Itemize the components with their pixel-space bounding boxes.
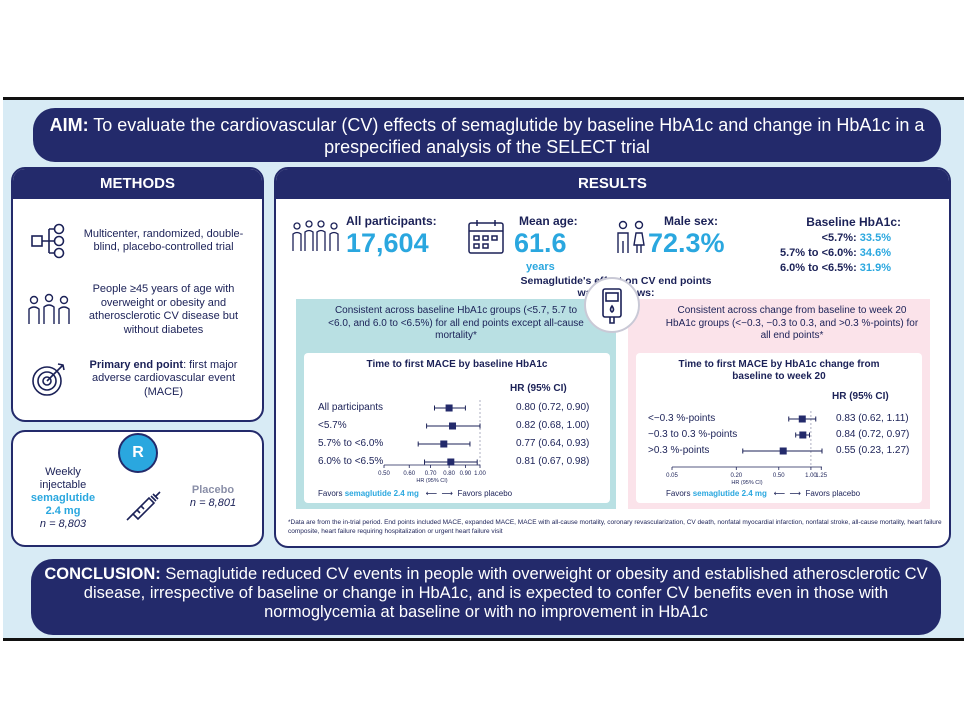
aim-banner: AIM: To evaluate the cardiovascular (CV)… bbox=[33, 108, 941, 162]
hr-point bbox=[445, 404, 453, 412]
right-forest-plot: Time to first MACE by HbA1c change from … bbox=[636, 353, 922, 503]
x-axis-label: HR (95% CI) bbox=[731, 480, 762, 486]
hr-value: 0.82 (0.68, 1.00) bbox=[516, 420, 590, 431]
row-label: All participants bbox=[318, 402, 384, 413]
method-item-endpoint: Primary end point: first major adverse c… bbox=[13, 353, 262, 405]
footnote: *Data are from the in-trial period. End … bbox=[288, 519, 942, 535]
x-tick-label: 1.00 bbox=[474, 471, 486, 477]
calendar-icon bbox=[466, 217, 508, 262]
baseline-row-3: 6.0% to <6.5%: 31.9% bbox=[780, 262, 891, 274]
hr-value: 0.77 (0.64, 0.93) bbox=[516, 438, 590, 449]
baseline-row-2: 5.7% to <6.0%: 34.6% bbox=[780, 247, 891, 259]
right-plot-title: Time to first MACE by HbA1c change from … bbox=[678, 359, 880, 382]
baseline-title: Baseline HbA1c: bbox=[806, 215, 901, 229]
hr-value: 0.83 (0.62, 1.11) bbox=[836, 413, 909, 424]
x-tick-label: 1.25 bbox=[815, 473, 827, 479]
right-favors: Favors semaglutide 2.4 mg ⟵ ⟶ Favors pla… bbox=[666, 489, 861, 498]
randomization-badge: R bbox=[118, 433, 158, 473]
left-note: Consistent across baseline HbA1c groups … bbox=[328, 305, 584, 341]
baseline-hba1c-section: Consistent across baseline HbA1c groups … bbox=[296, 299, 616, 509]
placebo-label: Placebo bbox=[191, 484, 235, 496]
arm-dose: 2.4 mg bbox=[45, 505, 81, 517]
row-label: <5.7% bbox=[318, 420, 347, 431]
mean-age-value: 61.6 bbox=[514, 228, 567, 258]
mean-age-unit: years bbox=[526, 261, 555, 273]
left-forest-svg: 0.50 0.60 0.70 0.80 0.90 1.00 HR (95% CI) bbox=[378, 400, 486, 484]
right-forest-svg: 0.05 0.20 0.50 1.001.25 HR (95% CI) bbox=[666, 411, 828, 486]
results-title: RESULTS bbox=[276, 169, 949, 199]
all-participants-value: 17,604 bbox=[346, 228, 429, 258]
flowchart-icon bbox=[23, 221, 75, 261]
row-label: >0.3 %-points bbox=[648, 445, 710, 456]
left-plot-title: Time to first MACE by baseline HbA1c bbox=[366, 359, 548, 370]
male-sex-value: 72.3% bbox=[648, 228, 725, 258]
x-tick-label: 0.50 bbox=[773, 473, 785, 479]
all-participants-label: All participants: bbox=[346, 214, 437, 228]
placebo-n: n = 8,801 bbox=[189, 497, 237, 509]
left-forest-plot: Time to first MACE by baseline HbA1c HR … bbox=[304, 353, 610, 503]
methods-title: METHODS bbox=[13, 169, 262, 199]
endpoint-bold: Primary end point bbox=[89, 358, 184, 371]
aim-text: To evaluate the cardiovascular (CV) effe… bbox=[93, 115, 925, 157]
placebo-arm: Placebo n = 8,801 bbox=[173, 484, 253, 510]
arm-drug: semaglutide bbox=[30, 492, 96, 504]
people-group-icon bbox=[23, 290, 75, 330]
aim-label: AIM: bbox=[49, 115, 89, 135]
x-tick-label: 0.20 bbox=[730, 473, 742, 479]
arm-line1: Weekly bbox=[45, 466, 81, 478]
hr-point bbox=[440, 440, 448, 448]
male-sex-label: Male sex: bbox=[664, 214, 719, 228]
x-tick-label: 0.60 bbox=[403, 471, 415, 477]
arm-n: n = 8,803 bbox=[39, 518, 87, 530]
row-label: 5.7% to <6.0% bbox=[318, 438, 384, 449]
x-tick-label: 0.70 bbox=[425, 471, 437, 477]
method-design-text: Multicenter, randomized, double-blind, p… bbox=[83, 227, 244, 254]
right-note: Consistent across change from baseline t… bbox=[665, 305, 919, 341]
method-population-text: People ≥45 years of age with overweight … bbox=[88, 283, 239, 336]
x-tick-label: 0.80 bbox=[443, 471, 455, 477]
male-female-icon bbox=[614, 219, 648, 262]
conclusion-label: CONCLUSION: bbox=[44, 565, 161, 583]
conclusion-banner: CONCLUSION: Semaglutide reduced CV event… bbox=[31, 559, 941, 635]
left-favors: Favors semaglutide 2.4 mg ⟵ ⟶ Favors pla… bbox=[318, 489, 513, 498]
randomization-panel: R Weekly injectable semaglutide 2.4 mg n… bbox=[11, 430, 264, 547]
glucose-meter-icon bbox=[584, 277, 640, 333]
x-tick-label: 0.90 bbox=[460, 471, 472, 477]
hr-value: 0.81 (0.67, 0.98) bbox=[516, 456, 590, 467]
conclusion-text: Semaglutide reduced CV events in people … bbox=[83, 565, 928, 621]
method-item-design: Multicenter, randomized, double-blind, p… bbox=[13, 213, 262, 269]
right-hr-header: HR (95% CI) bbox=[832, 391, 889, 402]
syringe-icon bbox=[123, 484, 163, 529]
row-label: <−0.3 %-points bbox=[648, 413, 716, 424]
endpoint-rest: : first major adverse cardiovascular eve… bbox=[91, 358, 238, 398]
methods-panel: METHODS Multicenter, randomized, double-… bbox=[11, 167, 264, 422]
hr-point bbox=[447, 458, 455, 466]
hr-value: 0.84 (0.72, 0.97) bbox=[836, 429, 910, 440]
row-label: −0.3 to 0.3 %-points bbox=[648, 429, 738, 440]
x-tick-label: 1.00 bbox=[805, 473, 817, 479]
hr-value: 0.80 (0.72, 0.90) bbox=[516, 402, 590, 413]
hr-value: 0.55 (0.23, 1.27) bbox=[836, 445, 910, 456]
hr-point bbox=[799, 431, 807, 439]
left-hr-header: HR (95% CI) bbox=[510, 383, 567, 394]
baseline-row-1: <5.7%: 33.5% bbox=[821, 232, 891, 244]
hr-point bbox=[449, 422, 457, 430]
infographic-frame: AIM: To evaluate the cardiovascular (CV)… bbox=[3, 97, 964, 641]
hr-point bbox=[779, 447, 787, 455]
x-axis-label: HR (95% CI) bbox=[416, 478, 447, 484]
hba1c-change-section: Consistent across change from baseline t… bbox=[628, 299, 930, 509]
target-icon bbox=[23, 359, 75, 399]
mean-age-label: Mean age: bbox=[519, 214, 578, 228]
x-tick-label: 0.05 bbox=[666, 473, 678, 479]
results-panel: RESULTS All participants: 17,604 bbox=[274, 167, 951, 548]
row-label: 6.0% to <6.5% bbox=[318, 456, 384, 467]
semaglutide-arm: Weekly injectable semaglutide 2.4 mg n =… bbox=[17, 466, 109, 531]
people-group-icon bbox=[290, 217, 342, 262]
method-endpoint-text: Primary end point: first major adverse c… bbox=[75, 359, 252, 400]
hr-point bbox=[798, 415, 806, 423]
x-tick-label: 0.50 bbox=[378, 471, 390, 477]
method-item-population: People ≥45 years of age with overweight … bbox=[13, 275, 262, 345]
arm-line2: injectable bbox=[39, 479, 87, 491]
